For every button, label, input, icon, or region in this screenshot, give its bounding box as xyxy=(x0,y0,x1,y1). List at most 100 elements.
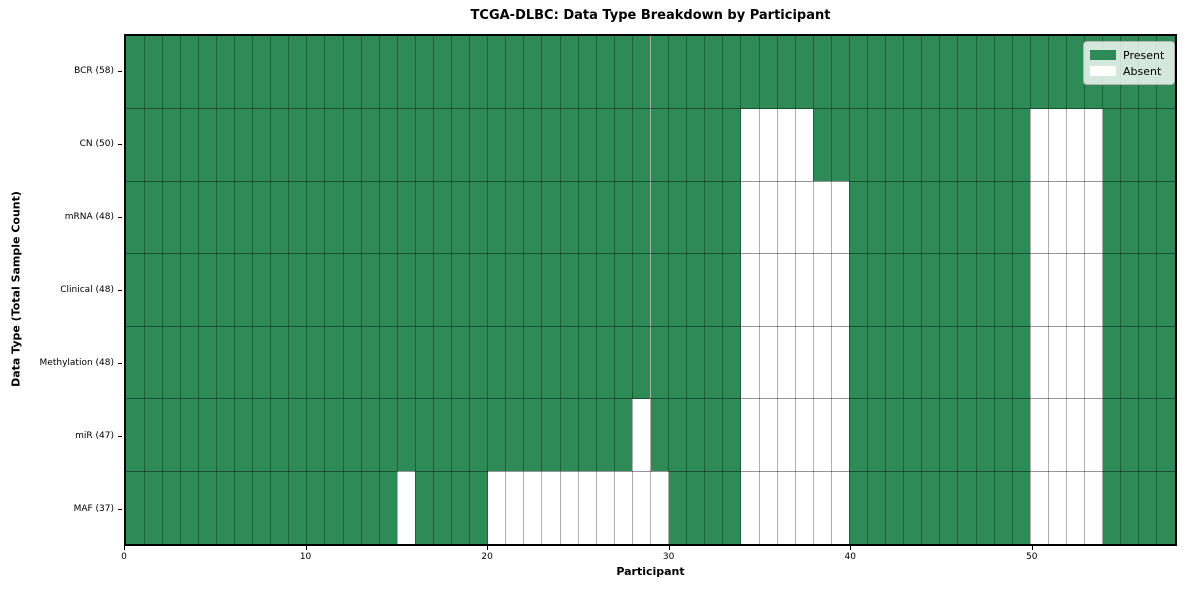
heatmap-cell xyxy=(686,36,705,109)
heatmap-cell xyxy=(180,398,199,472)
heatmap-cell xyxy=(270,471,289,544)
heatmap-cell xyxy=(849,326,868,399)
grid-line-vertical xyxy=(794,36,796,544)
y-tick-label: MAF (37) xyxy=(73,504,114,515)
heatmap-cell xyxy=(397,108,416,182)
heatmap-cell xyxy=(795,36,814,109)
heatmap-cell xyxy=(144,253,163,327)
x-tick-label: 50 xyxy=(1026,552,1038,562)
heatmap-cell xyxy=(632,326,651,399)
heatmap-cell xyxy=(578,326,597,399)
heatmap-cell xyxy=(976,253,995,327)
heatmap-cell xyxy=(361,181,380,254)
heatmap-cell xyxy=(415,108,434,182)
heatmap-cell xyxy=(415,181,434,254)
heatmap-cell xyxy=(813,326,832,399)
heatmap-cell xyxy=(650,398,669,472)
y-tick-mark xyxy=(118,216,122,218)
heatmap-cell xyxy=(831,253,850,327)
heatmap-cell xyxy=(541,471,561,544)
heatmap-cell xyxy=(523,181,542,254)
grid-line-vertical xyxy=(722,36,724,544)
heatmap-cell xyxy=(1138,471,1157,544)
grid-line-vertical xyxy=(378,36,380,544)
heatmap-cell xyxy=(939,326,958,399)
heatmap-cell xyxy=(180,36,199,109)
heatmap-cell xyxy=(415,471,434,544)
heatmap-cell xyxy=(234,181,253,254)
x-tick-mark xyxy=(124,546,125,550)
heatmap-cell xyxy=(306,36,325,109)
heatmap-cell xyxy=(867,108,886,182)
heatmap-cell xyxy=(668,253,687,327)
heatmap-cell xyxy=(686,108,705,182)
heatmap-cell xyxy=(976,471,995,544)
heatmap-cell xyxy=(397,253,416,327)
x-tick-label: 20 xyxy=(481,552,493,562)
heatmap-cell xyxy=(487,36,506,109)
heatmap-cell xyxy=(1102,253,1121,327)
heatmap-cell xyxy=(939,398,958,472)
grid-line-vertical xyxy=(523,36,525,544)
heatmap-cell xyxy=(397,398,416,472)
heatmap-cell xyxy=(1012,326,1031,399)
heatmap-cell xyxy=(451,253,470,327)
heatmap-cell xyxy=(1138,181,1157,254)
heatmap-cell xyxy=(632,398,651,472)
grid-line-vertical xyxy=(197,36,199,544)
heatmap-cell xyxy=(994,326,1013,399)
heatmap-cell xyxy=(1030,108,1049,182)
grid-line-vertical xyxy=(451,36,453,544)
heatmap-cell xyxy=(614,36,633,109)
grid-line-vertical xyxy=(1138,36,1140,544)
grid-line-vertical xyxy=(613,36,615,544)
heatmap-cell xyxy=(722,253,741,327)
heatmap-cell xyxy=(596,471,615,544)
grid-line-vertical xyxy=(993,36,995,544)
x-tick-mark xyxy=(668,546,670,550)
heatmap-cell xyxy=(216,253,235,327)
grid-line-vertical xyxy=(1047,36,1049,544)
heatmap-cell xyxy=(704,253,723,327)
heatmap-cell xyxy=(759,253,778,327)
heatmap-cell xyxy=(306,181,325,254)
grid-line-vertical xyxy=(903,36,905,544)
heatmap-cell xyxy=(505,253,524,327)
heatmap-cell xyxy=(632,253,651,327)
heatmap-cell xyxy=(560,181,579,254)
heatmap-cell xyxy=(1084,253,1103,327)
heatmap-cell xyxy=(1084,181,1103,254)
heatmap-cell xyxy=(288,108,307,182)
heatmap-cell xyxy=(1048,181,1067,254)
heatmap-cell xyxy=(1138,398,1157,472)
heatmap-cell xyxy=(144,398,163,472)
heatmap-cell xyxy=(632,181,651,254)
heatmap-cell xyxy=(469,108,488,182)
heatmap-cell xyxy=(180,471,199,544)
heatmap-cell xyxy=(198,108,217,182)
heatmap-cell xyxy=(704,398,723,472)
heatmap-cell xyxy=(415,398,434,472)
grid-line-vertical xyxy=(668,36,670,544)
heatmap-cell xyxy=(469,36,488,109)
heatmap-cell xyxy=(1084,398,1103,472)
heatmap-cell xyxy=(560,398,579,472)
heatmap-cell xyxy=(614,181,633,254)
heatmap-cell xyxy=(632,36,651,109)
grid-line-vertical xyxy=(631,36,633,544)
heatmap-cell xyxy=(1120,108,1139,182)
heatmap-cell xyxy=(343,471,362,544)
heatmap-cell xyxy=(162,398,181,472)
heatmap-cell xyxy=(994,471,1013,544)
heatmap-cell xyxy=(578,398,597,472)
heatmap-cell xyxy=(1030,36,1049,109)
heatmap-cell xyxy=(433,181,452,254)
heatmap-cell xyxy=(126,181,145,254)
heatmap-cell xyxy=(994,108,1013,182)
grid-line-vertical xyxy=(306,36,308,544)
heatmap-cell xyxy=(252,398,271,472)
heatmap-cell xyxy=(523,398,542,472)
heatmap-cell xyxy=(252,36,271,109)
heatmap-cell xyxy=(451,471,470,544)
heatmap-cell xyxy=(1066,253,1085,327)
